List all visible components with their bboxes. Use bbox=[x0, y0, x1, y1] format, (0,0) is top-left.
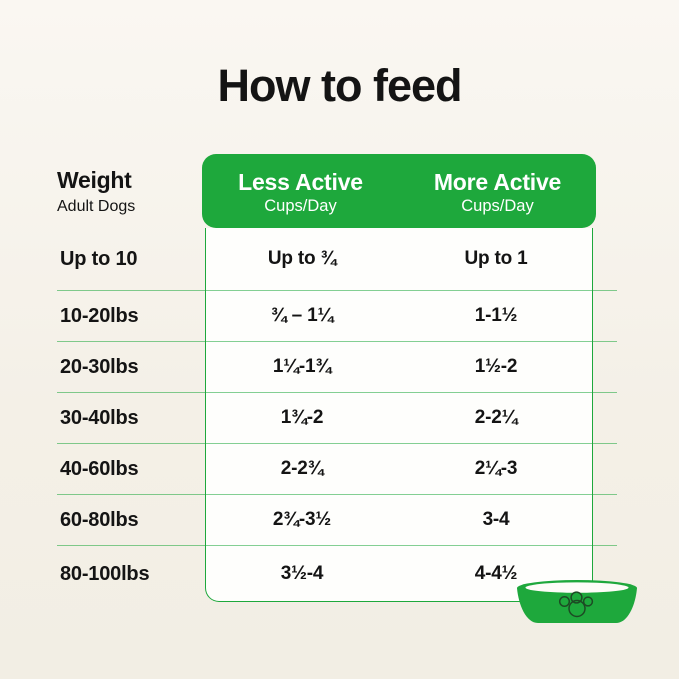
weight-range: 10-20lbs bbox=[60, 304, 139, 327]
table-row: 40-60lbs 2-2¾ 2¼-3 bbox=[57, 444, 617, 495]
weight-range: 60-80lbs bbox=[60, 508, 139, 531]
more-active-value: Up to 1 bbox=[464, 248, 528, 269]
dog-bowl-icon bbox=[517, 580, 637, 623]
weight-range: 80-100lbs bbox=[60, 562, 150, 585]
less-active-subtitle: Cups/Day bbox=[264, 196, 337, 215]
weight-range: 30-40lbs bbox=[60, 406, 139, 429]
column-header-more-active: More Active Cups/Day bbox=[399, 154, 596, 228]
weight-title: Weight bbox=[57, 167, 132, 193]
less-active-value: 1¼-1¾ bbox=[272, 356, 332, 377]
weight-range: Up to 10 bbox=[60, 247, 138, 270]
table-column-headers: Less Active Cups/Day More Active Cups/Da… bbox=[202, 154, 596, 228]
table-row: 10-20lbs ¾ – 1¼ 1-1½ bbox=[57, 291, 617, 342]
weight-subtitle: Adult Dogs bbox=[57, 198, 136, 215]
less-active-value: 1¾-2 bbox=[280, 407, 324, 428]
more-active-value: 4-4½ bbox=[474, 563, 518, 584]
less-active-value: ¾ – 1¼ bbox=[270, 305, 334, 326]
table-row: 20-30lbs 1¼-1¾ 1½-2 bbox=[57, 342, 617, 393]
less-active-value: 2¾-3½ bbox=[272, 509, 332, 530]
more-active-value: 2¼-3 bbox=[474, 458, 518, 479]
more-active-value: 2-2¼ bbox=[474, 407, 518, 428]
weight-range: 20-30lbs bbox=[60, 355, 139, 378]
more-active-value: 1-1½ bbox=[474, 305, 518, 326]
paw-print-icon bbox=[558, 591, 594, 618]
column-header-less-active: Less Active Cups/Day bbox=[202, 154, 399, 228]
more-active-value: 3-4 bbox=[482, 509, 510, 530]
less-active-title: Less Active bbox=[238, 168, 363, 195]
table-rows: Up to 10 Up to ¾ Up to 1 10-20lbs ¾ – 1¼… bbox=[57, 228, 617, 602]
more-active-subtitle: Cups/Day bbox=[461, 196, 534, 215]
page-title: How to feed bbox=[217, 60, 463, 111]
more-active-title: More Active bbox=[433, 168, 562, 195]
table-row: 30-40lbs 1¾-2 2-2¼ bbox=[57, 393, 617, 444]
less-active-value: 3½-4 bbox=[280, 563, 324, 584]
weight-column-header: Weight Adult Dogs bbox=[57, 167, 135, 218]
more-active-value: 1½-2 bbox=[474, 356, 518, 377]
less-active-value: Up to ¾ bbox=[267, 248, 337, 269]
table-row: Up to 10 Up to ¾ Up to 1 bbox=[57, 228, 617, 291]
table-row: 80-100lbs 3½-4 4-4½ bbox=[57, 546, 617, 602]
table-row: 60-80lbs 2¾-3½ 3-4 bbox=[57, 495, 617, 546]
weight-range: 40-60lbs bbox=[60, 457, 139, 480]
less-active-value: 2-2¾ bbox=[280, 458, 324, 479]
